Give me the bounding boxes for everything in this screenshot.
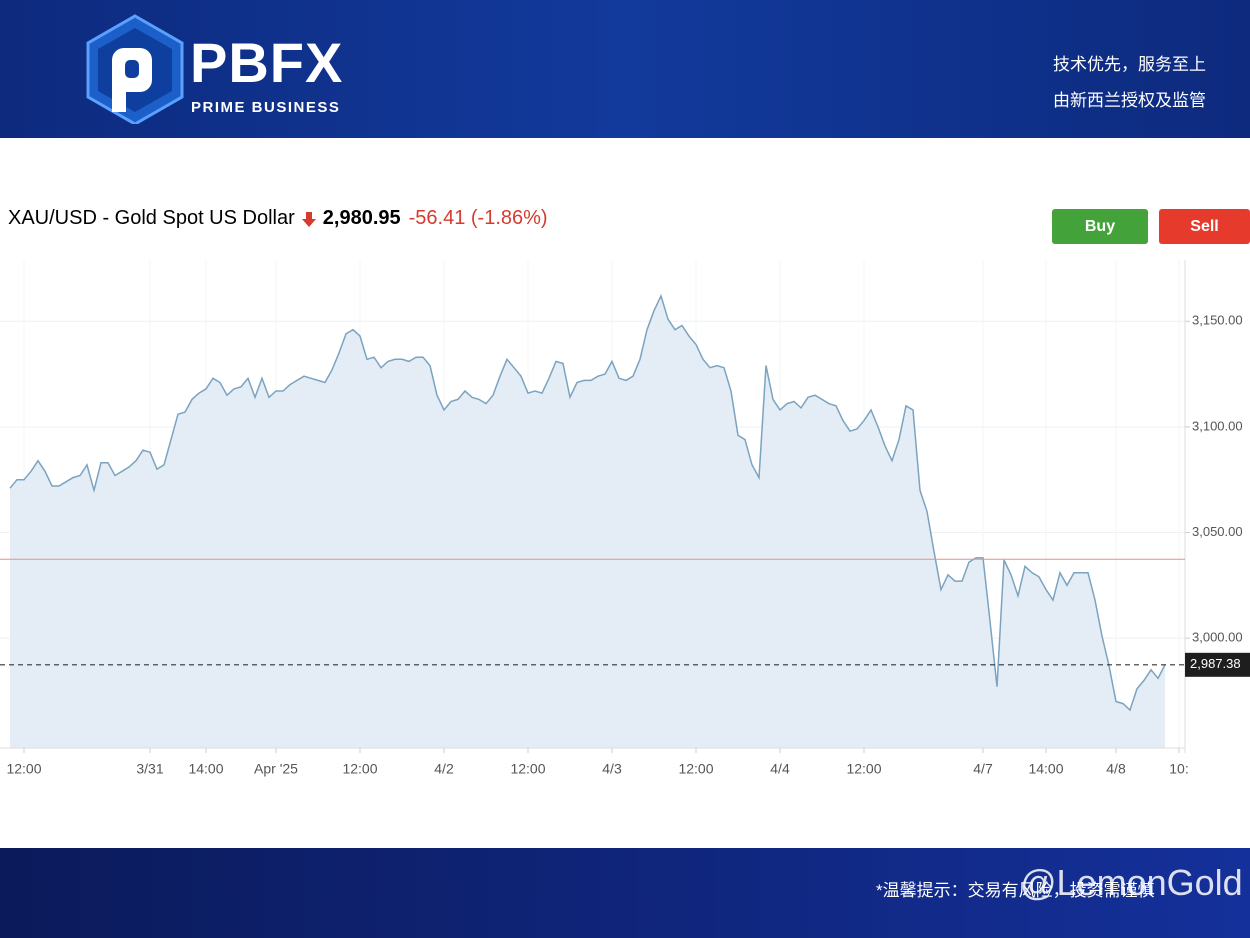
logo-subtitle: PRIME BUSINESS (191, 99, 341, 116)
line (9, 293, 1166, 712)
header: PBFX PRIME BUSINESS 技术优先，服务至上 由新西兰授权及监管 (0, 0, 1250, 138)
change: -56.41 (-1.86%) (408, 207, 548, 229)
x-tick-label: 4/4 (770, 761, 790, 777)
x-tick-label: 14:00 (188, 761, 223, 777)
x-tick-label: 4/2 (434, 761, 454, 777)
x-tick-label: 12:00 (6, 761, 41, 777)
notice: *温馨提示：交易有风险，投资需谨慎 (876, 881, 1155, 900)
slogan: 技术优先，服务至上 (1053, 55, 1206, 74)
x-tick-label: Apr '25 (254, 761, 298, 777)
area (10, 295, 1165, 748)
chart: 3,000.00 3,050.00 3,100.00 3,150.00 12:00 3/3… (0, 260, 1250, 777)
x-tick-label: 12:00 (510, 761, 545, 777)
x-tick-label: 4/3 (602, 761, 622, 777)
quote-bar: XAU/USD - Gold Spot US Dollar 2,980.95 -… (8, 207, 548, 230)
x-tick-label: 3/31 (136, 761, 163, 777)
price: 2,980.95 (322, 207, 401, 229)
y-tick-label: 3,050.00 (1192, 524, 1243, 539)
y-tick-label: 3,000.00 (1192, 630, 1243, 645)
x-tick-label: 12:00 (342, 761, 377, 777)
logo-text: PBFX (190, 31, 344, 94)
current-price-label: 2,987.38 (1190, 656, 1241, 671)
symbol: XAU/USD - Gold Spot US Dollar (8, 207, 295, 229)
y-tick-label: 3,150.00 (1192, 313, 1243, 328)
x-tick-label: 4/7 (973, 761, 993, 777)
x-tick-label: 12:00 (846, 761, 881, 777)
x-tick-label: 4/8 (1106, 761, 1126, 777)
footer (0, 848, 1250, 938)
slogan: 由新西兰授权及监管 (1053, 91, 1206, 110)
x-tick-label: 14:00 (1028, 761, 1063, 777)
watermark: @LemonGold (1020, 862, 1243, 903)
x-tick-label: 10: (1169, 761, 1188, 777)
buy-button[interactable]: Buy (1052, 209, 1148, 244)
x-tick-label: 12:00 (678, 761, 713, 777)
y-tick-label: 3,100.00 (1192, 418, 1243, 433)
sell-button[interactable]: Sell (1159, 209, 1250, 244)
current-price-box (1185, 652, 1250, 677)
logo-icon (86, 14, 184, 124)
down-arrow (301, 211, 316, 227)
